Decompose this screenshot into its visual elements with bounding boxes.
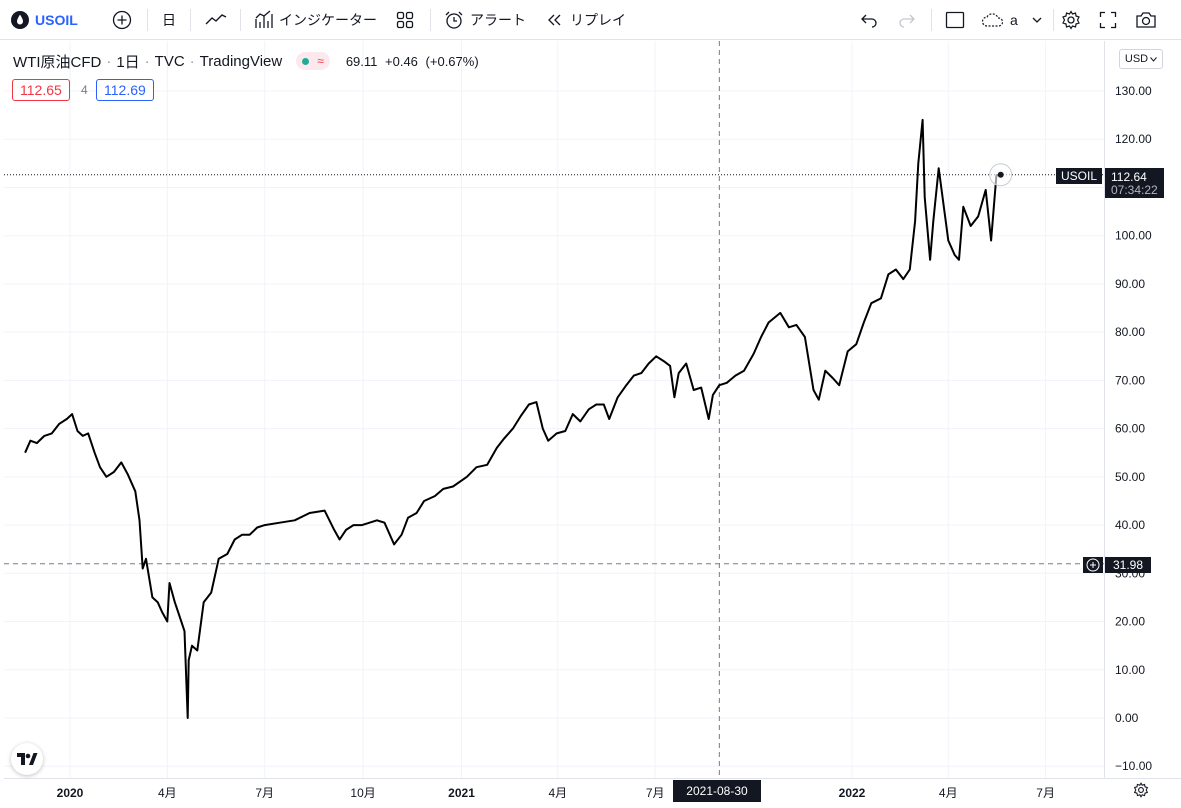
- time-tick-label: 2021: [448, 786, 475, 800]
- crosshair-date-label: 2021-08-30: [673, 780, 761, 802]
- sell-price-button[interactable]: 112.65: [12, 79, 70, 101]
- price-series-line: [24, 118, 1001, 719]
- camera-icon: [1136, 12, 1156, 28]
- currency-label: USD: [1124, 53, 1149, 65]
- templates-button[interactable]: [396, 0, 414, 40]
- legend-value: 69.11: [345, 53, 378, 69]
- time-tick-label: 4月: [939, 786, 958, 800]
- market-status-badge[interactable]: ≈: [296, 52, 330, 70]
- indicators-label: インジケーター: [279, 12, 377, 28]
- chevron-down-icon: [1032, 17, 1042, 23]
- oil-drop-icon: [11, 11, 29, 29]
- price-tick-label: 40.00: [1115, 518, 1145, 532]
- symbol-price-tag: USOIL: [1056, 168, 1103, 184]
- time-tick-label: 7月: [646, 786, 665, 800]
- buy-price-button[interactable]: 112.69: [96, 79, 154, 101]
- series-legend: WTI原油CFD · 1日 · TVC · TradingView ≈ 69.1…: [13, 51, 483, 71]
- top-toolbar: USOIL 日 インジケーター アラート リプレイ a: [0, 0, 1181, 40]
- interval-label: 日: [162, 12, 176, 28]
- replay-label: リプレイ: [570, 12, 626, 28]
- price-tick-label: 0.00: [1115, 711, 1139, 725]
- price-tick-label: 80.00: [1115, 325, 1145, 339]
- redo-icon: [899, 14, 915, 28]
- indicators-icon: [255, 10, 273, 28]
- time-tick-label: 2020: [57, 786, 84, 800]
- fullscreen-button[interactable]: [1099, 0, 1117, 40]
- chevron-down-icon: [1150, 56, 1157, 62]
- symbol-search-button[interactable]: USOIL: [11, 0, 78, 40]
- last-point-dot: [997, 171, 1004, 178]
- alert-label: アラート: [470, 12, 526, 28]
- redo-button[interactable]: [898, 0, 916, 40]
- alert-button[interactable]: アラート: [444, 0, 526, 40]
- gear-icon: [1062, 10, 1080, 30]
- legend-change: +0.46: [385, 53, 418, 69]
- symbol-label: USOIL: [35, 12, 78, 28]
- rewind-icon: [548, 14, 561, 26]
- ohlc-values: 69.11 +0.46 (+0.67%): [346, 54, 483, 69]
- legend-title[interactable]: WTI原油CFD: [13, 53, 102, 71]
- price-chart[interactable]: 130.00120.00110.00100.0090.0080.0070.006…: [4, 41, 1181, 808]
- plot-background: [4, 41, 1104, 778]
- legend-interval: 1日: [116, 53, 140, 71]
- price-tick-label: 20.00: [1115, 615, 1145, 629]
- layout-menu-button[interactable]: a: [981, 0, 1042, 40]
- last-price-tag: 112.64 07:34:22: [1105, 168, 1164, 198]
- replay-button[interactable]: リプレイ: [546, 0, 626, 40]
- price-tick-label: 50.00: [1115, 470, 1145, 484]
- fullscreen-layout-button[interactable]: [945, 0, 965, 40]
- chart-type-button[interactable]: [204, 0, 228, 40]
- time-tick-label: 4月: [548, 786, 567, 800]
- plus-circle-icon: [1086, 558, 1100, 572]
- line-chart-icon: [205, 14, 227, 25]
- price-tick-label: 70.00: [1115, 373, 1145, 387]
- time-tick-label: 4月: [158, 786, 177, 800]
- bar-countdown: 07:34:22: [1111, 182, 1158, 197]
- time-tick-label: 7月: [255, 786, 274, 800]
- settings-button[interactable]: [1061, 0, 1081, 40]
- price-tick-label: 10.00: [1115, 663, 1145, 677]
- alarm-clock-icon: [445, 11, 463, 29]
- crosshair-price-label: 31.98: [1105, 557, 1152, 573]
- indicators-button[interactable]: インジケーター: [254, 0, 377, 40]
- undo-button[interactable]: [860, 0, 878, 40]
- last-price-value: 112.64: [1111, 169, 1147, 184]
- tradingview-logo-icon: [17, 753, 38, 765]
- legend-change-percent: (+0.67%): [425, 53, 479, 69]
- legend-provider: TradingView: [199, 52, 283, 70]
- time-tick-label: 7月: [1036, 786, 1055, 800]
- layout-label: a: [1010, 12, 1018, 28]
- interval-button[interactable]: 日: [162, 0, 176, 40]
- spread-value: 4: [81, 83, 88, 97]
- price-tick-label: 120.00: [1115, 132, 1152, 146]
- chart-area[interactable]: 130.00120.00110.00100.0090.0080.0070.006…: [4, 41, 1181, 808]
- grid-icon: [396, 11, 414, 29]
- add-alert-button[interactable]: [1083, 557, 1103, 573]
- open-status-dot: [302, 57, 310, 65]
- square-icon: [945, 11, 965, 29]
- undo-icon: [861, 14, 877, 28]
- gear-icon: [1133, 782, 1149, 798]
- expand-icon: [1099, 11, 1117, 29]
- tradingview-logo[interactable]: [11, 743, 43, 775]
- delayed-data-icon: ≈: [317, 54, 324, 68]
- cloud-icon: [981, 13, 1004, 27]
- price-tick-label: 60.00: [1115, 422, 1145, 436]
- snapshot-button[interactable]: [1135, 0, 1157, 40]
- time-tick-label: 2022: [839, 786, 866, 800]
- price-tick-label: 100.00: [1115, 229, 1152, 243]
- currency-select[interactable]: USD: [1119, 49, 1163, 69]
- price-tick-label: −10.00: [1115, 759, 1152, 773]
- axis-settings-button[interactable]: [1133, 782, 1149, 803]
- legend-source: TVC: [154, 52, 185, 70]
- price-tick-label: 90.00: [1115, 277, 1145, 291]
- add-circle-icon: [112, 10, 132, 30]
- time-tick-label: 10月: [350, 786, 375, 800]
- price-tick-label: 130.00: [1115, 84, 1152, 98]
- compare-symbol-button[interactable]: [112, 0, 132, 40]
